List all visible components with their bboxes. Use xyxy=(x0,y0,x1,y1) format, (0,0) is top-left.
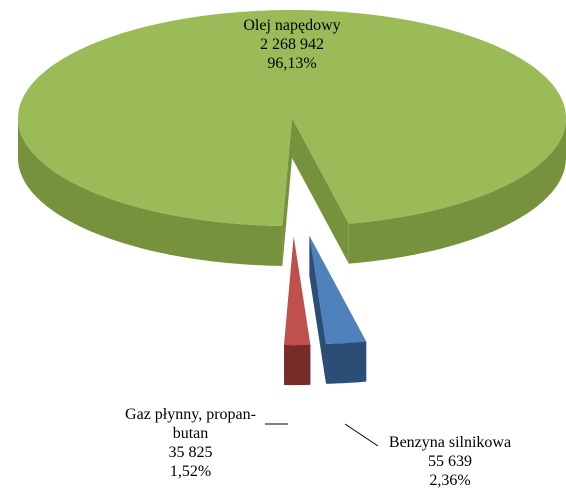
category-label: Olej napędowy xyxy=(243,17,341,34)
slice-side xyxy=(282,118,292,266)
slice-wall xyxy=(348,118,566,264)
slice-label: Olej napędowy 2 268 942 96,13% xyxy=(192,16,392,73)
category-label: Gaz płynny, propan-butan xyxy=(125,406,256,442)
amount-label: 2 268 942 xyxy=(260,36,324,53)
amount-label: 55 639 xyxy=(428,453,472,470)
slice-wall xyxy=(284,344,311,386)
amount-label: 35 825 xyxy=(168,444,213,461)
slice xyxy=(284,237,311,346)
leader-line xyxy=(344,423,379,447)
slice-wall xyxy=(18,118,283,266)
slice xyxy=(18,10,566,226)
slice-side xyxy=(292,118,349,264)
category-label: Benzyna silnikowa xyxy=(388,434,512,451)
percent-label: 1,52% xyxy=(169,463,212,480)
slice-label: Gaz płynny, propan-butan 35 825 1,52% xyxy=(118,405,263,481)
slice-side xyxy=(309,236,326,384)
slice-label: Benzyna silnikowa 55 639 2,36% xyxy=(370,433,530,490)
percent-label: 96,13% xyxy=(267,55,317,72)
slice xyxy=(309,236,367,344)
slice-wall xyxy=(326,341,367,384)
percent-label: 2,36% xyxy=(429,472,471,489)
